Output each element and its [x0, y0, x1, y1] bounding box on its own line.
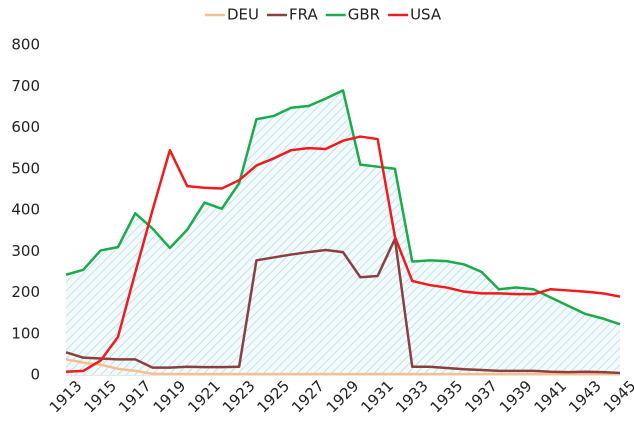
x-tick-label: 1913 [46, 377, 86, 417]
y-tick-label: 700 [11, 77, 40, 95]
x-tick-label: 1933 [392, 377, 432, 417]
x-tick-label: 1945 [600, 377, 634, 417]
legend-label: FRA [289, 6, 318, 24]
x-tick-label: 1941 [531, 377, 571, 417]
x-tick-label: 1927 [288, 377, 328, 417]
x-tick-label: 1939 [496, 377, 536, 417]
y-tick-label: 300 [11, 242, 40, 260]
y-tick-label: 800 [11, 36, 40, 54]
line [65, 89, 621, 326]
y-tick-label: 200 [11, 283, 40, 301]
y-tick-label: 400 [11, 201, 40, 219]
y-tick-label: 600 [11, 118, 40, 136]
x-tick-label: 1937 [461, 377, 501, 417]
y-tick-label: 0 [30, 366, 40, 384]
area [66, 90, 620, 375]
legend-label: DEU [227, 6, 259, 24]
x-tick-label: 1925 [254, 377, 294, 417]
legend-label: USA [410, 6, 442, 24]
line [65, 237, 621, 375]
x-tick-label: 1923 [219, 377, 259, 417]
legend-label: GBR [348, 6, 380, 24]
line [65, 358, 620, 376]
x-tick-label: 1929 [323, 377, 363, 417]
x-tick-label: 1917 [115, 377, 155, 417]
x-tick-label: 1943 [565, 377, 605, 417]
x-tick-label: 1915 [80, 377, 120, 417]
x-tick-label: 1919 [150, 377, 190, 417]
x-tick-label: 1935 [427, 377, 467, 417]
legend: DEU FRA GBR USA [205, 6, 442, 24]
y-tick-label: 100 [11, 324, 40, 342]
x-tick-label: 1921 [184, 377, 224, 417]
line [65, 135, 621, 373]
y-tick-label: 500 [11, 159, 40, 177]
x-tick-label: 1931 [357, 377, 397, 417]
